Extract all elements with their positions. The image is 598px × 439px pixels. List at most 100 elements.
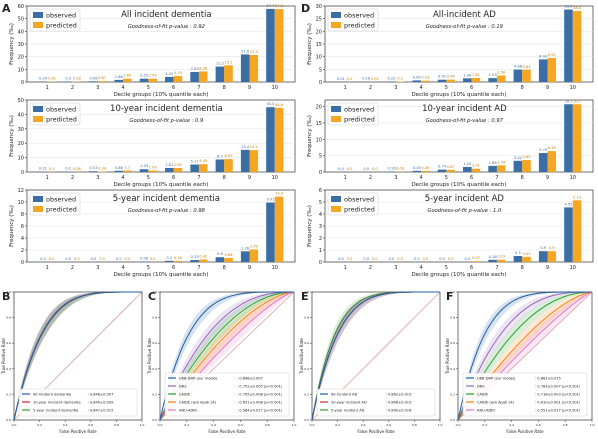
ci-band (458, 292, 592, 420)
bar-observed (513, 160, 523, 172)
value-label-observed: 0.29 (39, 77, 48, 81)
value-label-observed: 2.81 (165, 163, 173, 167)
legend-series-auc: : 0.752±0.005 (p<0.001) (237, 385, 283, 389)
bar-panel-A2: 0 10 20 30 40 50 Frequency (‰) 0.21 0.11 0.2 0.08 2… (9, 98, 296, 188)
y-tick-label: 20 (316, 105, 322, 111)
legend-label-observed: observed (46, 12, 76, 20)
bar-observed (488, 165, 497, 172)
y-tick-label: 6 (319, 188, 322, 194)
x-tick-label: 2 (71, 85, 74, 91)
bar-observed (463, 78, 472, 82)
value-label-observed: 1.68 (115, 75, 124, 79)
x-tick-label: 0.6 (238, 423, 243, 427)
value-label-predicted: 2.65 (123, 74, 131, 78)
legend-swatch-observed (33, 12, 43, 18)
roc-curve (13, 291, 142, 421)
bar-predicted (471, 77, 481, 82)
y-tick-label: 0 (319, 170, 322, 176)
x-tick-label: 8 (223, 85, 226, 91)
x-tick-label: 10 (570, 265, 576, 271)
y-tick-label: 10 (316, 137, 322, 143)
x-tick-label: 0.4 (509, 423, 514, 427)
bar-predicted (173, 75, 183, 82)
value-label-observed: 0.74 (438, 165, 447, 169)
y-tick-label: 0.2 (152, 392, 157, 396)
y-tick-label: 4 (21, 236, 24, 242)
y-axis-label: Frequency (‰) (307, 115, 313, 157)
ci-band (312, 292, 440, 420)
y-tick-label: 2 (21, 248, 24, 254)
bar-predicted (446, 169, 455, 172)
y-axis-label: Frequency (‰) (9, 205, 15, 247)
bar-observed (215, 257, 225, 262)
legend-series-auc: : 0.651±0.008 (p<0.001) (237, 401, 283, 405)
value-label-predicted: 0.0 (347, 167, 353, 171)
x-tick-label: 0.4 (211, 423, 216, 427)
bar-predicted (496, 75, 506, 82)
bar-observed (564, 104, 573, 172)
y-tick-label: 1 (319, 248, 322, 254)
x-tick-label: 1 (46, 85, 49, 91)
bar-observed (240, 149, 250, 172)
y-tick-label: 5 (319, 67, 322, 73)
legend-series-name: All incident dementia (33, 393, 71, 397)
bar-predicted (421, 170, 430, 172)
bar-predicted (274, 9, 284, 82)
y-tick-label: 0.2 (304, 392, 309, 396)
value-label-observed: 7.93 (191, 67, 199, 71)
x-tick-label: 5 (445, 265, 448, 271)
x-tick-label: 3 (394, 175, 397, 181)
value-label-observed: 3.42 (514, 156, 522, 160)
legend-series-name: All incident AD (331, 393, 358, 397)
y-axis-label: True Positive Rate (147, 338, 152, 375)
x-tick-label: 1 (344, 265, 347, 271)
bar-predicted (173, 167, 183, 172)
y-tick-label: 1.0 (6, 290, 11, 294)
x-tick-label: 5 (445, 175, 448, 181)
y-tick-label: 0.0 (6, 418, 11, 422)
x-tick-label: 6 (172, 175, 175, 181)
x-tick-label: 1.0 (292, 423, 297, 427)
value-label-predicted: 0.0 (423, 257, 429, 261)
legend: observed predicted (327, 8, 379, 32)
value-label-predicted: 0.0 (125, 257, 131, 261)
x-axis-label: False Positive Rate (208, 429, 246, 434)
x-tick-label: 4 (419, 175, 422, 181)
x-tick-label: 3 (394, 265, 397, 271)
value-label-observed: 1.44 (463, 73, 472, 77)
x-tick-label: 7 (495, 265, 498, 271)
value-label-observed: 9.91 (266, 198, 274, 202)
y-tick-label: 1.0 (450, 290, 455, 294)
value-label-predicted: 20.7 (573, 99, 581, 103)
panel-letter: C (148, 290, 156, 303)
y-tick-label: 20 (18, 55, 24, 61)
legend-series-name: CAIDE (w/o ApoE ε4) (179, 401, 217, 405)
bar-predicted (522, 160, 531, 172)
legend-swatch-observed (33, 106, 43, 112)
value-label-predicted: 1.01 (472, 164, 480, 168)
x-axis-label: False Positive Rate (59, 429, 97, 434)
value-label-observed: 1.93 (140, 164, 148, 168)
y-tick-label: 20 (316, 29, 322, 35)
y-tick-label: 30 (18, 127, 24, 133)
legend: observed predicted (327, 102, 379, 126)
bar-predicted (148, 170, 157, 172)
value-label-predicted: 0.02 (371, 77, 379, 81)
value-label-predicted: 0.0 (347, 77, 353, 81)
bar-predicted (522, 256, 531, 262)
bar-predicted (249, 55, 259, 82)
x-tick-label: 0.2 (482, 423, 487, 427)
legend-label-observed: observed (46, 106, 76, 114)
y-tick-label: 0.6 (152, 341, 157, 345)
value-label-observed: 0.2 (166, 256, 172, 260)
x-tick-label: 1 (46, 265, 49, 271)
value-label-observed: 57.7 (266, 4, 274, 8)
value-label-predicted: 21.3 (250, 50, 258, 54)
value-label-observed: 0.53 (89, 166, 97, 170)
value-label-predicted: 0.67 (447, 165, 455, 169)
legend-series-auc: : 0.705±0.008 (p<0.001) (237, 393, 283, 397)
y-tick-label: 0.6 (450, 341, 455, 345)
value-label-observed: 0.35 (413, 166, 421, 170)
legend-label-observed: observed (344, 196, 374, 204)
